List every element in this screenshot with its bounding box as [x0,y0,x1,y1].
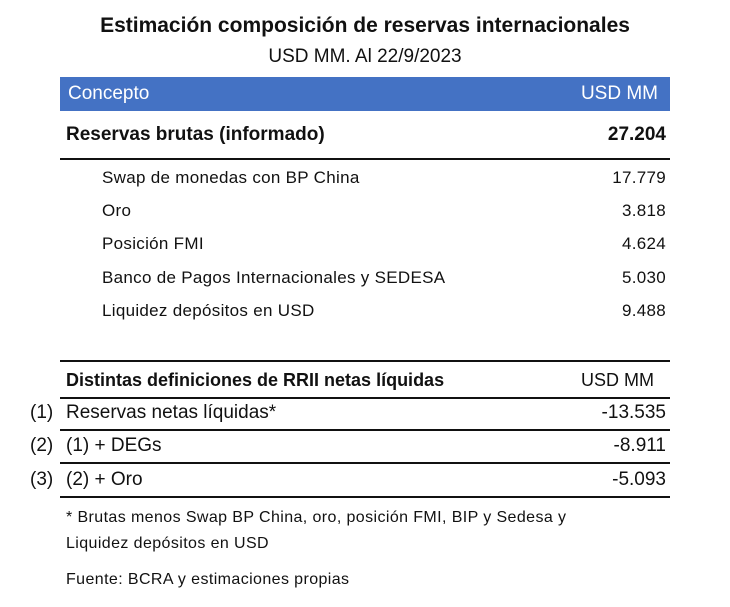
definition-number: (1) [30,402,54,423]
total-label: Reservas brutas (informado) [66,124,325,145]
row-value: 9.488 [621,301,666,320]
definition-number: (3) [30,469,54,490]
definition-label: Reservas netas líquidas* [66,402,277,423]
total-divider [60,158,670,160]
row-divider [60,462,670,464]
table-row: Liquidez depósitos en USD 9.488 [60,301,670,329]
row-divider [60,496,670,498]
column-header-unit: USD MM [580,83,658,104]
definition-row: (3) (2) + Oro -5.093 [30,469,670,497]
row-value: 17.779 [612,168,666,187]
definition-label: (1) + DEGs [66,435,162,456]
row-divider [60,429,670,431]
total-row: Reservas brutas (informado) 27.204 [60,124,670,152]
source-note: Fuente: BCRA y estimaciones propias [66,571,350,588]
definition-label: (2) + Oro [66,469,143,490]
row-value: 3.818 [621,201,666,220]
column-header-concept: Concepto [68,83,150,104]
table-row: Posición FMI 4.624 [60,234,670,262]
table-header: Concepto USD MM [60,77,670,111]
row-label: Liquidez depósitos en USD [102,301,315,320]
definition-row: (2) (1) + DEGs -8.911 [30,435,670,463]
row-label: Oro [102,201,132,220]
definitions-title: Distintas definiciones de RRII netas líq… [66,370,445,390]
definitions-unit: USD MM [581,370,654,390]
definitions-header: Distintas definiciones de RRII netas líq… [60,370,670,398]
section-header-divider [60,397,670,399]
footnote-line-1: * Brutas menos Swap BP China, oro, posic… [66,509,567,526]
definition-value: -5.093 [612,469,666,490]
row-value: 4.624 [621,234,666,253]
table-row: Banco de Pagos Internacionales y SEDESA … [60,268,670,296]
row-label: Banco de Pagos Internacionales y SEDESA [102,268,446,287]
row-value: 5.030 [621,268,666,287]
footnote-line-2: Liquidez depósitos en USD [66,535,270,552]
row-label: Swap de monedas con BP China [102,168,360,187]
definition-value: -8.911 [613,435,666,456]
definition-row: (1) Reservas netas líquidas* -13.535 [30,402,670,430]
page-title: Estimación composición de reservas inter… [100,14,630,37]
table-row: Oro 3.818 [60,201,670,229]
table-row: Swap de monedas con BP China 17.779 [60,168,670,196]
section-top-divider [60,360,670,362]
total-value: 27.204 [607,124,666,145]
row-label: Posición FMI [102,234,204,253]
definition-number: (2) [30,435,54,456]
definition-value: -13.535 [601,402,666,423]
page-subtitle: USD MM. Al 22/9/2023 [268,46,462,67]
